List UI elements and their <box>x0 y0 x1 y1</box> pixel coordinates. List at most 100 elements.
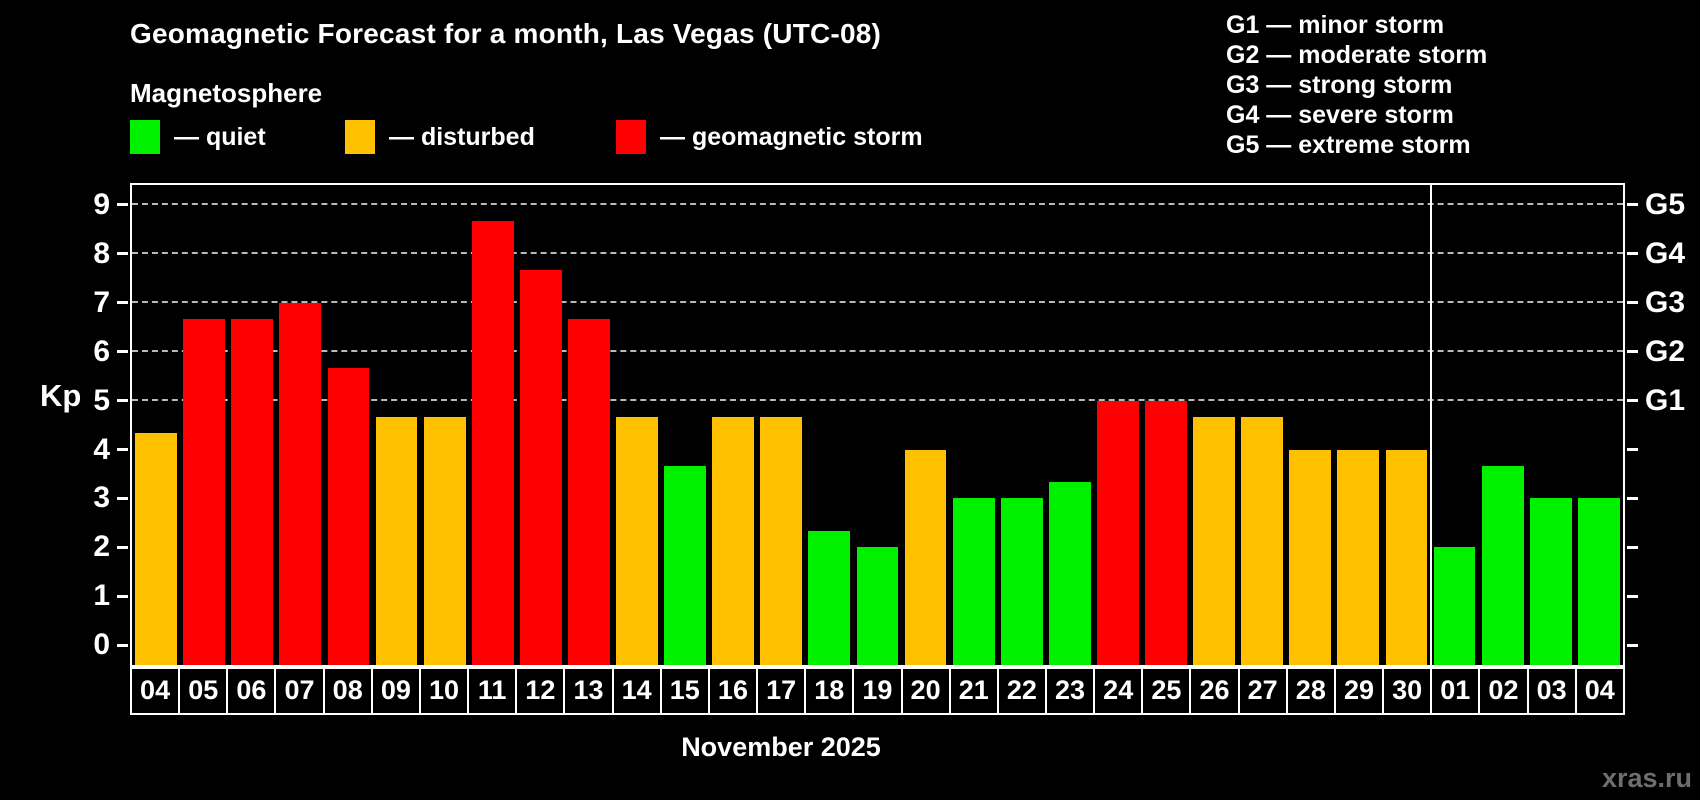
kp-bar-11 <box>471 220 514 665</box>
bar-slot <box>180 185 228 665</box>
x-axis-day-label: 23 <box>1044 667 1096 715</box>
bar-slot <box>709 185 757 665</box>
bar-slot <box>1190 185 1238 665</box>
x-axis-day-label: 10 <box>418 667 470 715</box>
bar-slot <box>613 185 661 665</box>
x-axis-labels: 04 05 06 07 08 09 10 11 12 13 14 15 16 17 18 19 20 21 22 23… <box>130 667 1625 715</box>
y-tick-label: 3 <box>93 481 110 515</box>
x-axis-day-label: 19 <box>852 667 903 715</box>
x-axis-day-label: 06 <box>226 667 277 715</box>
y-tick-left <box>117 594 128 598</box>
kp-bar-27 <box>1241 416 1284 665</box>
kp-bar-08 <box>327 367 370 665</box>
x-axis-day-label: 22 <box>996 667 1047 715</box>
x-axis-day-label: 16 <box>707 667 759 715</box>
watermark: xras.ru <box>1601 763 1692 793</box>
bar-slot <box>565 185 613 665</box>
month-divider-line <box>1429 185 1432 665</box>
bar-slot <box>1094 185 1142 665</box>
y-tick-label: 2 <box>93 530 110 564</box>
y-tick-right <box>1627 252 1638 256</box>
x-axis-day-label: 04 <box>130 667 181 715</box>
kp-bar-13 <box>567 318 610 665</box>
x-axis-day-label: 09 <box>370 667 421 715</box>
kp-bar-02 <box>1481 465 1524 665</box>
y-tick-left <box>117 350 128 354</box>
y-tick-right <box>1627 448 1638 451</box>
bar-slot <box>469 185 517 665</box>
g-scale-label: G1 <box>1645 383 1686 417</box>
storm-color-swatch <box>616 120 646 154</box>
x-axis-day-label: 03 <box>1526 667 1577 715</box>
bar-slot <box>324 185 372 665</box>
bar-slot <box>1142 185 1190 665</box>
gscale-legend-item: G5 — extreme storm <box>1226 131 1471 159</box>
kp-bar-22 <box>1000 498 1043 665</box>
gscale-legend-item: G4 — severe storm <box>1226 101 1454 129</box>
bar-slot <box>228 185 276 665</box>
y-tick-label: 7 <box>93 285 110 319</box>
y-tick-label: 8 <box>93 236 110 270</box>
y-tick-right <box>1627 545 1638 549</box>
x-axis-day-label: 20 <box>900 667 951 715</box>
x-axis-day-label: 25 <box>1141 667 1192 715</box>
x-axis-day-label: 17 <box>756 667 807 715</box>
bar-slot <box>661 185 709 665</box>
kp-bar-04 <box>135 433 177 665</box>
kp-bar-28 <box>1289 449 1332 665</box>
bar-slot <box>1382 185 1430 665</box>
bar-slot <box>1431 185 1479 665</box>
grid-layer <box>132 185 1623 665</box>
kp-bar-05 <box>183 318 226 665</box>
kp-bar-12 <box>519 269 562 665</box>
legend-label-quiet: — quiet <box>174 122 266 151</box>
y-tick-left <box>117 545 128 549</box>
legend-item-storm: — geomagnetic storm <box>616 120 923 154</box>
legend-label-disturbed: — disturbed <box>389 122 535 151</box>
y-tick-right <box>1627 301 1638 305</box>
legend-label-storm: — geomagnetic storm <box>660 122 923 151</box>
y-tick-right <box>1627 594 1638 598</box>
kp-bar-18 <box>808 531 851 665</box>
y-tick-right <box>1627 350 1638 354</box>
kp-bar-26 <box>1193 416 1236 665</box>
y-tick-left <box>117 252 128 256</box>
x-axis-title: November 2025 <box>681 732 881 762</box>
bar-slot <box>1238 185 1286 665</box>
bar-slot <box>1575 185 1623 665</box>
x-axis-day-label: 07 <box>274 667 325 715</box>
bar-slot <box>998 185 1046 665</box>
bar-slot <box>421 185 469 665</box>
x-axis-day-label: 30 <box>1382 667 1433 715</box>
x-axis-day-label: 14 <box>611 667 662 715</box>
x-axis-day-label: 15 <box>659 667 710 715</box>
x-axis-day-label: 26 <box>1189 667 1240 715</box>
kp-bar-19 <box>856 547 899 665</box>
x-axis-day-label: 18 <box>804 667 855 715</box>
quiet-color-swatch <box>130 120 160 154</box>
bar-slot <box>853 185 901 665</box>
kp-bar-07 <box>279 302 322 665</box>
y-tick-label: 4 <box>93 432 110 466</box>
bar-slot <box>1527 185 1575 665</box>
y-tick-left <box>117 399 128 403</box>
x-axis-day-label: 08 <box>322 667 373 715</box>
kp-bar-16 <box>712 416 755 665</box>
kp-bar-04 <box>1577 498 1620 665</box>
kp-bar-06 <box>231 318 274 665</box>
bar-slot <box>1479 185 1527 665</box>
bar-slot <box>276 185 324 665</box>
y-axis-title: Kp <box>40 378 82 413</box>
kp-bar-17 <box>760 416 803 665</box>
bar-slot <box>805 185 853 665</box>
kp-bar-25 <box>1145 400 1187 665</box>
kp-bar-24 <box>1097 400 1139 665</box>
x-axis-day-label: 02 <box>1478 667 1529 715</box>
kp-bar-01 <box>1433 547 1476 665</box>
g-scale-label: G2 <box>1645 334 1686 368</box>
g-scale-label: G5 <box>1645 187 1686 221</box>
gridline-kp5 <box>132 398 1623 401</box>
legend-item-disturbed: — disturbed <box>345 120 535 154</box>
x-axis-day-label: 24 <box>1093 667 1144 715</box>
